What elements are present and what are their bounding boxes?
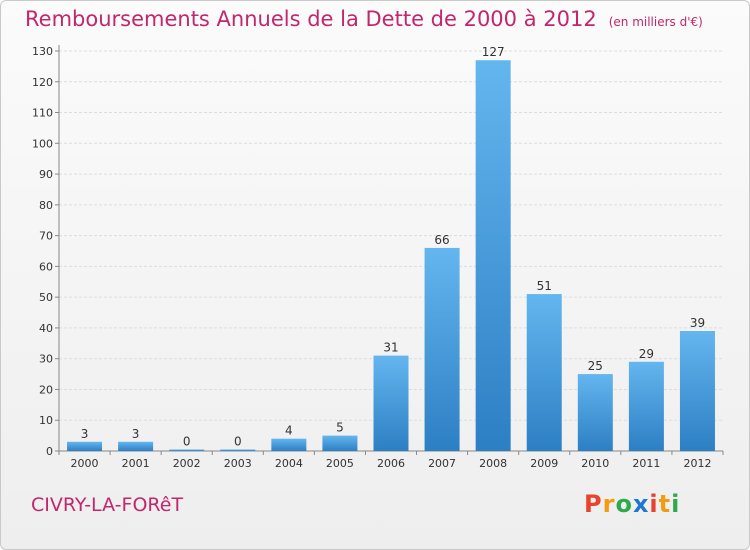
x-tick-label: 2008 [479, 457, 507, 470]
bar [118, 441, 154, 451]
data-label: 25 [588, 359, 603, 373]
bar [67, 441, 103, 451]
data-label: 39 [690, 316, 705, 330]
x-tick-label: 2000 [71, 457, 99, 470]
data-label: 3 [81, 427, 89, 441]
x-tick-label: 2002 [173, 457, 201, 470]
place-name: CIVRY-LA-FORêT [31, 494, 184, 516]
bar [577, 374, 613, 451]
bar [628, 361, 664, 451]
x-tick-label: 2009 [530, 457, 558, 470]
x-tick-label: 2004 [275, 457, 303, 470]
y-tick-label: 80 [39, 199, 53, 212]
data-label: 127 [482, 45, 505, 59]
data-label: 5 [336, 421, 344, 435]
data-label: 3 [132, 427, 140, 441]
logo-letter: x [632, 490, 650, 518]
bar [526, 294, 562, 451]
y-tick-label: 0 [46, 445, 53, 458]
y-tick-label: 120 [32, 76, 53, 89]
data-label: 4 [285, 424, 293, 438]
x-tick-label: 2011 [632, 457, 660, 470]
bar [679, 331, 715, 451]
logo-letter: i [671, 490, 681, 518]
labels: 3 3 0 0 4 5 31 66 127 51 25 29 39 [81, 45, 705, 448]
bar [424, 247, 460, 451]
y-tick-label: 20 [39, 383, 53, 396]
logo-letter: t [658, 490, 672, 518]
unit-label: (en milliers d'€) [608, 15, 703, 29]
logo-letter: P [584, 490, 603, 518]
proxiti-logo: Proxiti [584, 490, 680, 518]
x-tick-label: 2012 [683, 457, 711, 470]
bar [271, 438, 307, 451]
title-text: Remboursements Annuels de la Dette de 20… [25, 7, 597, 31]
data-label: 0 [234, 435, 242, 449]
logo-letter: r [602, 490, 616, 518]
data-label: 29 [639, 347, 654, 361]
data-label: 0 [183, 435, 191, 449]
x-tick-label: 2006 [377, 457, 405, 470]
y-tick-label: 50 [39, 291, 53, 304]
y-tick-label: 60 [39, 260, 53, 273]
data-label: 66 [434, 233, 449, 247]
chart-title: Remboursements Annuels de la Dette de 20… [25, 7, 703, 31]
y-tick-label: 70 [39, 230, 53, 243]
y-tick-label: 90 [39, 168, 53, 181]
x-tick-label: 2007 [428, 457, 456, 470]
bar [169, 449, 205, 451]
x-tick-label: 2010 [581, 457, 609, 470]
y-tick-label: 130 [32, 45, 53, 58]
bars [67, 60, 715, 451]
y-tick-label: 110 [32, 107, 53, 120]
bar [322, 435, 358, 451]
y-tick-label: 30 [39, 353, 53, 366]
x-tick-label: 2003 [224, 457, 252, 470]
x-tick-label: 2001 [122, 457, 150, 470]
y-tick-label: 40 [39, 322, 53, 335]
bar [475, 60, 511, 451]
y-tick-label: 10 [39, 414, 53, 427]
x-tick-label: 2005 [326, 457, 354, 470]
logo-letter: i [649, 490, 659, 518]
logo-letter: o [615, 490, 633, 518]
data-label: 31 [383, 341, 398, 355]
bar [220, 449, 256, 451]
y-tick-label: 100 [32, 137, 53, 150]
data-label: 51 [537, 279, 552, 293]
bar [373, 355, 409, 451]
